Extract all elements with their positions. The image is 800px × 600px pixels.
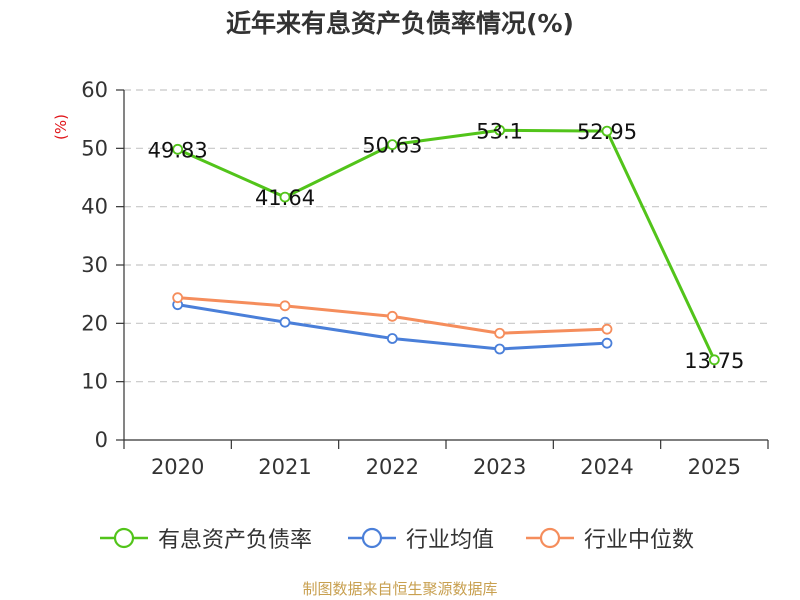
legend-item-series-1[interactable]: 行业均值 [346, 520, 494, 556]
legend-marker-1 [361, 527, 383, 549]
data-point-s1-2023 [494, 343, 506, 355]
legend-symbol-series-0 [100, 527, 148, 549]
x-tick-label-2022: 2022 [366, 455, 419, 479]
data-point-s0-2023 [494, 124, 506, 136]
legend-item-series-2[interactable]: 行业中位数 [524, 520, 694, 556]
data-point-s1-2021 [279, 316, 291, 328]
y-tick-label-3: 30 [81, 253, 108, 277]
y-axis-label: (%) [52, 114, 70, 140]
y-tick-label-5: 50 [81, 136, 108, 160]
data-label-2024: 52.95 [577, 120, 637, 144]
data-point-s1-2022 [386, 333, 398, 344]
data-point-s0-2020 [172, 143, 184, 155]
x-tick-label-2021: 2021 [258, 455, 311, 479]
legend-label-series-0: 有息资产负债率 [158, 528, 313, 553]
data-label-2020: 49.83 [148, 138, 208, 162]
legend-label-series-2: 行业中位数 [584, 528, 695, 553]
legend-symbol-series-2 [526, 527, 574, 549]
y-tick-label-2: 20 [81, 311, 108, 335]
data-point-s0-2022 [386, 139, 398, 151]
series-line-0 [177, 128, 716, 361]
y-tick-label-6: 60 [81, 78, 108, 102]
data-point-s2-2024 [601, 323, 613, 335]
legend-marker-2 [539, 527, 561, 549]
data-point-s2-2023 [494, 327, 506, 339]
chart-title: 近年来有息资产负债率情况(%) [226, 9, 574, 38]
data-point-s1-2024 [601, 337, 613, 349]
data-label-2025: 13.75 [684, 349, 744, 373]
legend-item-series-0[interactable]: 有息资产负债率 [98, 520, 312, 556]
data-point-s2-2022 [386, 310, 398, 322]
y-tick-label-4: 40 [81, 195, 108, 219]
data-source-note: 制图数据来自恒生聚源数据库 [302, 580, 498, 598]
legend-symbol-series-1 [348, 527, 396, 549]
data-point-s2-2020 [172, 292, 184, 304]
data-label-2021: 41.64 [255, 186, 315, 210]
legend: 有息资产负债率 行业均值 行业中位数 [0, 520, 800, 556]
x-tick-label-2025: 2025 [688, 455, 741, 479]
data-point-s0-2024 [601, 125, 613, 137]
legend-marker-0 [113, 527, 135, 549]
data-point-s0-2025 [708, 354, 720, 366]
data-label-2023: 53.1 [476, 119, 523, 143]
x-tick-label-2023: 2023 [473, 455, 526, 479]
data-point-s0-2021 [279, 191, 291, 203]
x-tick-label-2024: 2024 [580, 455, 633, 479]
y-tick-label-0: 0 [95, 428, 108, 452]
legend-label-series-1: 行业均值 [406, 528, 495, 553]
y-tick-label-1: 10 [81, 370, 108, 394]
x-tick-label-2020: 2020 [151, 455, 204, 479]
data-label-2022: 50.63 [362, 134, 422, 158]
data-point-s2-2021 [279, 300, 291, 312]
